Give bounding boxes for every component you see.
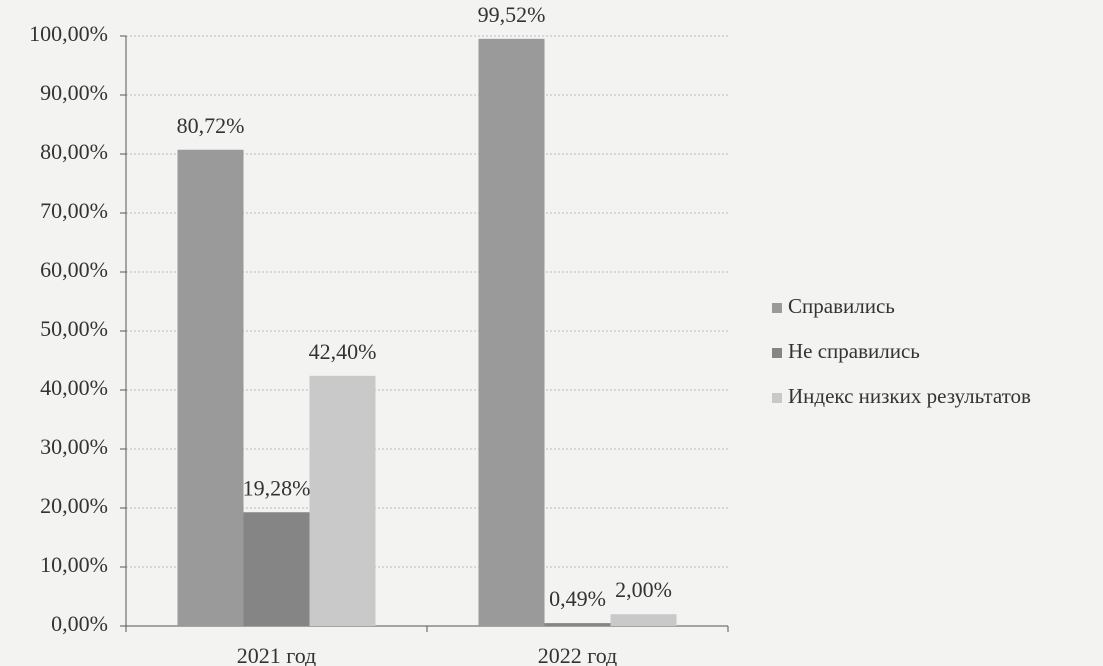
y-tick-label: 90,00% bbox=[40, 80, 108, 105]
value-label: 2,00% bbox=[615, 577, 672, 602]
x-tick-label: 2022 год bbox=[538, 643, 618, 666]
bar bbox=[243, 512, 310, 626]
bar bbox=[544, 623, 611, 626]
legend-label: Не справились bbox=[788, 339, 920, 363]
value-label: 99,52% bbox=[478, 2, 546, 27]
bar bbox=[610, 614, 677, 626]
y-tick-label: 50,00% bbox=[40, 316, 108, 341]
y-tick-label: 10,00% bbox=[40, 552, 108, 577]
y-tick-label: 20,00% bbox=[40, 493, 108, 518]
y-tick-label: 100,00% bbox=[29, 21, 108, 46]
legend-swatch bbox=[772, 393, 782, 403]
bar bbox=[478, 38, 545, 626]
bar bbox=[177, 149, 244, 626]
y-tick-label: 60,00% bbox=[40, 257, 108, 282]
y-tick-label: 70,00% bbox=[40, 198, 108, 223]
legend-label: Справились bbox=[788, 294, 895, 318]
legend-label: Индекс низких результатов bbox=[788, 384, 1031, 408]
legend-swatch bbox=[772, 303, 782, 313]
y-tick-label: 80,00% bbox=[40, 139, 108, 164]
value-label: 42,40% bbox=[309, 339, 377, 364]
y-tick-label: 30,00% bbox=[40, 434, 108, 459]
value-label: 0,49% bbox=[549, 586, 606, 611]
legend-swatch bbox=[772, 348, 782, 358]
x-tick-label: 2021 год bbox=[237, 643, 317, 666]
bar bbox=[309, 375, 376, 626]
y-tick-label: 40,00% bbox=[40, 375, 108, 400]
y-tick-label: 0,00% bbox=[51, 611, 108, 636]
value-label: 80,72% bbox=[177, 113, 245, 138]
value-label: 19,28% bbox=[243, 475, 311, 500]
